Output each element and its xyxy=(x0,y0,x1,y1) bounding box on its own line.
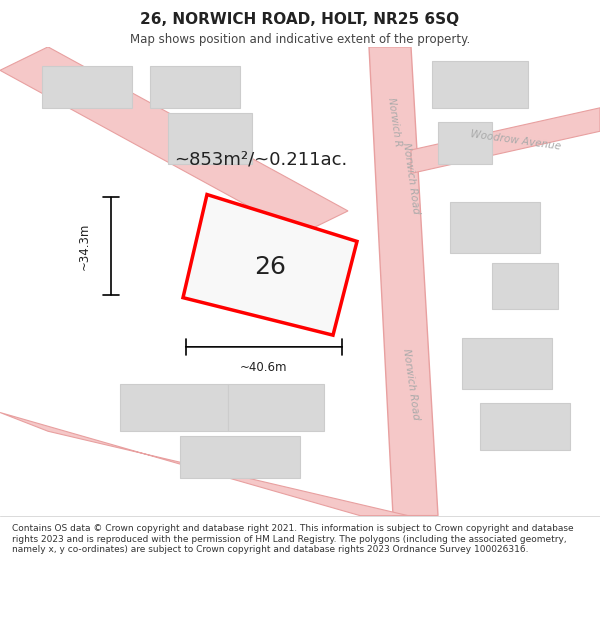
Text: Map shows position and indicative extent of the property.: Map shows position and indicative extent… xyxy=(130,32,470,46)
Text: ~853m²/~0.211ac.: ~853m²/~0.211ac. xyxy=(174,151,347,168)
Polygon shape xyxy=(438,122,492,164)
Polygon shape xyxy=(120,384,228,431)
Polygon shape xyxy=(180,436,300,478)
Polygon shape xyxy=(150,66,240,108)
Text: 26, NORWICH ROAD, HOLT, NR25 6SQ: 26, NORWICH ROAD, HOLT, NR25 6SQ xyxy=(140,12,460,27)
Polygon shape xyxy=(450,201,540,253)
Polygon shape xyxy=(42,66,132,108)
Polygon shape xyxy=(369,47,438,516)
Polygon shape xyxy=(183,194,357,335)
Polygon shape xyxy=(168,112,252,164)
Polygon shape xyxy=(462,338,552,389)
Polygon shape xyxy=(240,248,312,309)
Text: Norwich R: Norwich R xyxy=(386,97,403,147)
Text: Contains OS data © Crown copyright and database right 2021. This information is : Contains OS data © Crown copyright and d… xyxy=(12,524,574,554)
Text: Norwich Road: Norwich Road xyxy=(401,142,421,214)
Text: ~34.3m: ~34.3m xyxy=(77,222,91,270)
Text: ~40.6m: ~40.6m xyxy=(240,361,288,374)
Text: Woodrow Avenue: Woodrow Avenue xyxy=(470,129,562,152)
Polygon shape xyxy=(411,107,600,173)
Text: Norwich Road: Norwich Road xyxy=(401,348,421,421)
Polygon shape xyxy=(0,47,348,234)
Polygon shape xyxy=(480,403,570,450)
Polygon shape xyxy=(0,412,408,516)
Text: 26: 26 xyxy=(254,255,286,279)
Polygon shape xyxy=(492,262,558,309)
Polygon shape xyxy=(432,61,528,108)
Polygon shape xyxy=(228,384,324,431)
